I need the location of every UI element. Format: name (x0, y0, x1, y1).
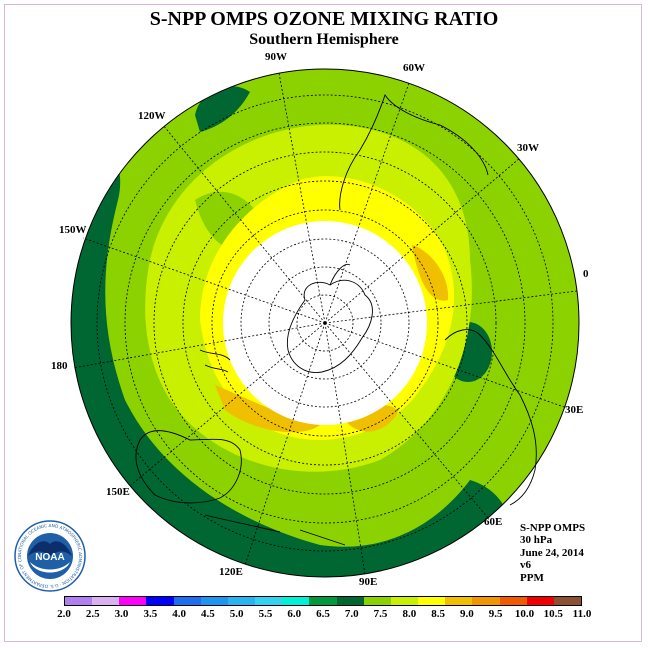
colorbar-segment (553, 597, 581, 605)
colorbar-segment (282, 597, 310, 605)
info-version: v6 (520, 559, 531, 572)
info-units: PPM (520, 571, 544, 584)
colorbar-segment (445, 597, 473, 605)
lon-label-0: 0 (583, 268, 589, 280)
colorbar-segment (146, 597, 174, 605)
coast-africa (444, 329, 537, 506)
colorbar-segment (499, 597, 527, 605)
noaa-logo-text: NOAA (35, 552, 64, 563)
info-instrument: S-NPP OMPS (520, 522, 586, 534)
coast-indonesia (204, 514, 346, 546)
colorbar-tick-label: 10.5 (543, 608, 563, 620)
field-orange-e (412, 245, 449, 301)
map-title: S-NPP OMPS OZONE MIXING RATIO (149, 8, 499, 30)
colorbar-segment (92, 597, 120, 605)
lon-label-90e: 90E (359, 576, 378, 588)
colorbar-segment (227, 597, 256, 605)
colorbar-segment (119, 597, 147, 605)
lon-label-180: 180 (51, 360, 68, 372)
colorbar-tick-label: 6.0 (287, 608, 302, 620)
colorbar-tick-label: 7.0 (344, 608, 359, 620)
colorbar-tick-label: 5.0 (229, 608, 244, 620)
coast-antarctic-peninsula (329, 263, 351, 286)
colorbar-tick-label: 4.5 (201, 608, 215, 620)
coast-south-america (339, 93, 489, 211)
colorbar-tick-label: 2.5 (85, 608, 100, 620)
colorbar-segment (200, 597, 228, 605)
colorbar-segment (363, 597, 391, 605)
colorbar-tick-label: 8.0 (402, 608, 417, 620)
colorbar-segment (65, 597, 93, 605)
colorbar-tick-label: 8.5 (431, 608, 445, 620)
field-lime-inner (111, 173, 460, 523)
south-pole-marker (323, 321, 327, 325)
latitude-circles (96, 94, 554, 552)
info-level: 30 hPa (520, 534, 553, 547)
noaa-logo: NATIONAL OCEANIC AND ATMOSPHERIC ADMINIS… (14, 520, 86, 592)
colorbar-segment (418, 597, 446, 605)
colorbar-segment (472, 597, 500, 605)
lon-label-120e: 120E (219, 566, 243, 578)
lon-label-150e: 150E (106, 486, 130, 498)
colorbar-tick-label: 9.5 (488, 608, 503, 620)
meridian-lines (72, 72, 578, 575)
colorbar-tick-label: 4.0 (172, 608, 186, 620)
map-border (70, 68, 580, 578)
colorbar-segment (173, 597, 201, 605)
colorbar-tick-label: 7.5 (373, 608, 388, 620)
map-subtitle: Southern Hemisphere (249, 31, 399, 48)
map-info-block: S-NPP OMPS 30 hPa June 24, 2014 v6 PPM (520, 522, 585, 584)
coast-australia (135, 430, 242, 504)
lon-label-30e: 30E (565, 404, 584, 416)
lon-label-30w: 30W (517, 142, 539, 154)
colorbar-segment (309, 597, 337, 605)
colorbar-segment (255, 597, 283, 605)
field-orange-s (345, 405, 398, 432)
coast-new-zealand (199, 349, 231, 373)
field-dark-green-band (71, 138, 512, 577)
lon-label-90w: 90W (265, 51, 287, 63)
colorbar-tick-label: 11.0 (572, 608, 592, 620)
field-orange-sw (215, 385, 320, 433)
colorbar-tick-label: 6.5 (316, 608, 330, 620)
lon-label-60w: 60W (403, 62, 425, 74)
colorbar (64, 596, 582, 606)
colorbar-segment (526, 597, 554, 605)
colorbar-tick-label: 2.0 (57, 608, 71, 620)
colorbar-segment (390, 597, 419, 605)
ozone-field (71, 69, 579, 577)
coastlines (135, 93, 537, 546)
figure-frame (4, 4, 642, 642)
colorbar-tick-label: 5.5 (258, 608, 273, 620)
lon-label-60e: 60E (484, 516, 503, 528)
colorbar-tick-label: 10.0 (514, 608, 535, 620)
colorbar-tick-label: 9.0 (460, 608, 474, 620)
colorbar-tick-label: 3.0 (114, 608, 129, 620)
colorbar-tick-label: 3.5 (143, 608, 158, 620)
lon-label-120w: 120W (138, 110, 166, 122)
colorbar-segment (336, 597, 364, 605)
lon-label-150w: 150W (59, 224, 87, 236)
info-date: June 24, 2014 (520, 546, 584, 559)
